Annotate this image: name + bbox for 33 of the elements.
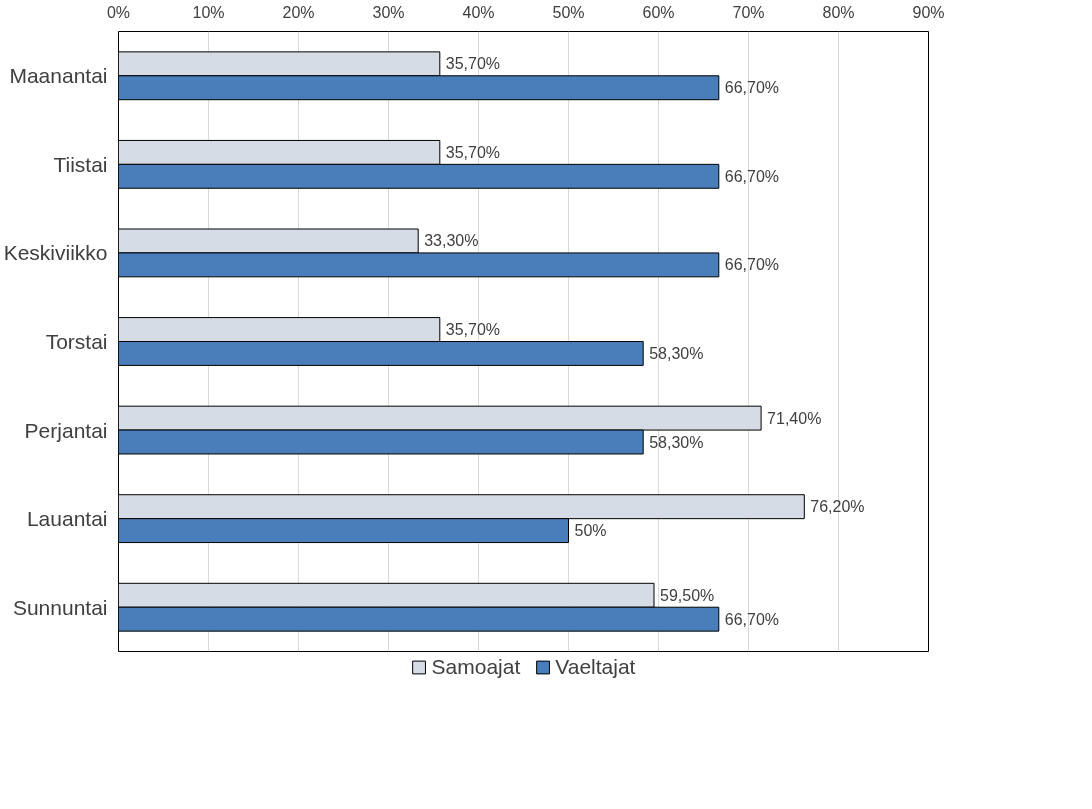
x-tick-label: 20% (282, 3, 315, 21)
x-tick-label: 30% (372, 3, 405, 21)
x-tick-label: 50% (552, 3, 585, 21)
y-tick-label: Perjantai (24, 418, 108, 442)
x-tick-label: 80% (822, 3, 855, 21)
x-tick-label: 90% (912, 3, 945, 21)
y-tick-label: Maanantai (9, 64, 108, 88)
x-tick-label: 70% (732, 3, 765, 21)
data-label: 58,30% (649, 344, 704, 362)
x-tick-label: 0% (106, 3, 131, 21)
data-label: 35,70% (445, 143, 501, 161)
legend-label: Samoajat (431, 655, 521, 679)
data-label: 66,70% (724, 610, 780, 628)
data-label: 76,20% (810, 498, 865, 516)
y-tick-label: Sunnuntai (12, 595, 108, 619)
data-label: 66,70% (724, 167, 780, 185)
y-tick-label: Tiistai (53, 152, 108, 176)
data-label: 58,30% (649, 433, 704, 451)
data-label: 35,70% (445, 321, 501, 339)
y-tick-label: Torstai (45, 330, 108, 353)
y-tick-label: Keskiviikko (3, 241, 108, 265)
data-label: 35,70% (445, 55, 501, 73)
data-label: 71,40% (767, 409, 822, 427)
data-label: 66,70% (724, 256, 780, 274)
y-tick-label: Lauantai (26, 507, 108, 531)
data-label: 33,30% (424, 232, 479, 250)
x-tick-label: 40% (462, 3, 495, 21)
x-tick-label: 10% (192, 3, 225, 21)
data-label: 66,70% (724, 79, 780, 97)
x-tick-label: 60% (642, 3, 675, 21)
data-label: 59,50% (660, 586, 715, 604)
legend-label: Vaeltajat (555, 655, 636, 679)
data-label: 50% (574, 522, 607, 540)
